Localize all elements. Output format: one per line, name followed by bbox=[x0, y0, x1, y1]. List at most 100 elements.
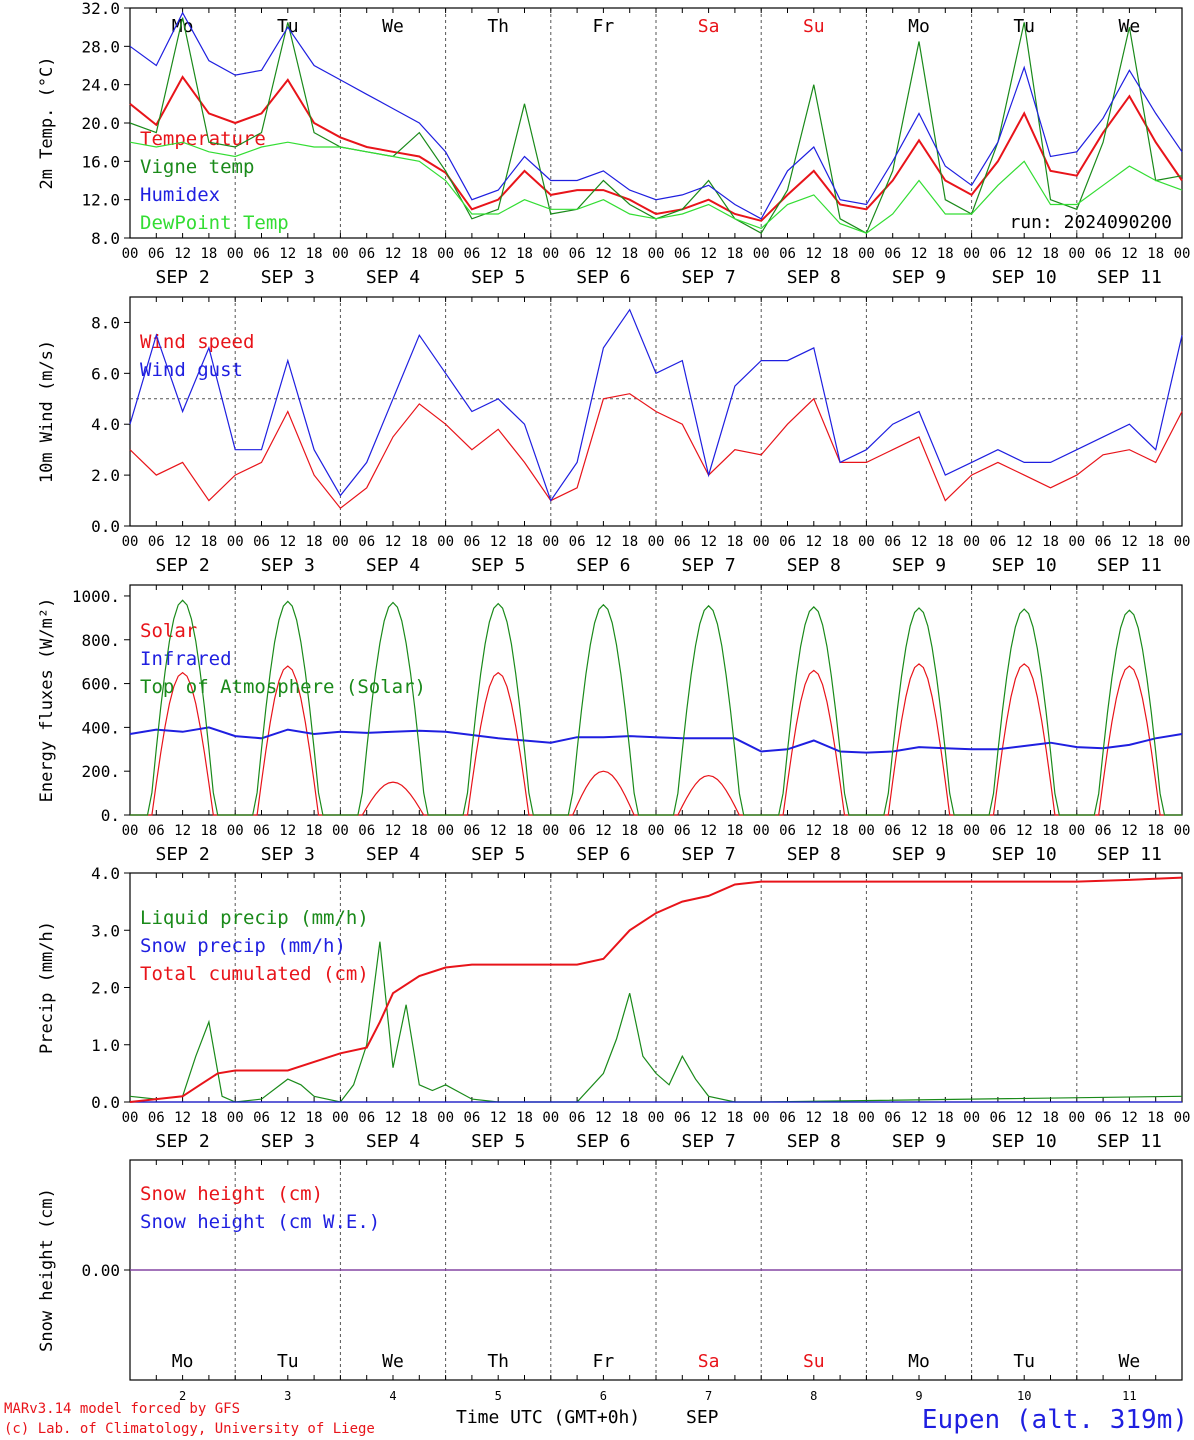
precip-date-label: SEP 11 bbox=[1097, 1131, 1162, 1152]
energy-y-tick-label: 400. bbox=[81, 718, 120, 737]
precip-hour-label: 18 bbox=[621, 1110, 638, 1126]
snow-weekday-label: We bbox=[382, 1351, 404, 1372]
precip-hour-label: 00 bbox=[542, 1110, 559, 1126]
energy-series-line bbox=[130, 599, 1182, 816]
precip-hour-label: 00 bbox=[858, 1110, 875, 1126]
energy-hour-label: 00 bbox=[1068, 823, 1085, 839]
temperature-hour-label: 12 bbox=[279, 246, 296, 262]
wind-hour-label: 18 bbox=[516, 534, 533, 550]
snow-weekday-label: Sa bbox=[698, 1351, 720, 1372]
temperature-y-tick-label: 16.0 bbox=[81, 152, 120, 171]
wind-hour-label: 12 bbox=[911, 534, 928, 550]
wind-hour-label: 12 bbox=[385, 534, 402, 550]
energy-legend-entry: Solar bbox=[140, 620, 197, 642]
wind-hour-label: 18 bbox=[1147, 534, 1164, 550]
temperature-y-axis-label: 2m Temp. (°C) bbox=[37, 56, 57, 189]
wind-date-label: SEP 3 bbox=[261, 555, 315, 576]
wind-hour-label: 06 bbox=[674, 534, 691, 550]
energy-hour-label: 06 bbox=[1095, 823, 1112, 839]
precip-date-label: SEP 7 bbox=[682, 1131, 736, 1152]
energy-hour-label: 12 bbox=[174, 823, 191, 839]
energy-hour-label: 18 bbox=[832, 823, 849, 839]
energy-series-line bbox=[129, 726, 1183, 754]
wind-hour-label: 18 bbox=[832, 534, 849, 550]
wind-date-label: SEP 8 bbox=[787, 555, 841, 576]
precip-hour-label: 12 bbox=[595, 1110, 612, 1126]
wind-hour-label: 00 bbox=[1174, 534, 1191, 550]
wind-legend-entry: Wind gust bbox=[140, 359, 243, 381]
energy-hour-label: 06 bbox=[253, 823, 270, 839]
energy-date-label: SEP 8 bbox=[787, 844, 841, 865]
temperature-hour-label: 18 bbox=[1042, 246, 1059, 262]
wind-hour-label: 12 bbox=[1016, 534, 1033, 550]
precip-date-label: SEP 9 bbox=[892, 1131, 946, 1152]
temperature-hour-label: 06 bbox=[253, 246, 270, 262]
precip-hour-label: 12 bbox=[279, 1110, 296, 1126]
temperature-date-label: SEP 8 bbox=[787, 267, 841, 288]
wind-hour-label: 12 bbox=[490, 534, 507, 550]
energy-hour-label: 18 bbox=[621, 823, 638, 839]
precip-y-tick-label: 0.0 bbox=[91, 1093, 120, 1112]
day-number-label: 10 bbox=[1017, 1389, 1031, 1403]
temperature-hour-label: 06 bbox=[1095, 246, 1112, 262]
temperature-y-tick-label: 32.0 bbox=[81, 0, 120, 18]
energy-hour-label: 06 bbox=[989, 823, 1006, 839]
energy-legend-entry: Infrared bbox=[140, 648, 232, 670]
panel-precip: 0.0 1.0 2.0 3.0 4.0 Precip (mm/h) 00 06 12 18 SEP … bbox=[37, 864, 1190, 1152]
temperature-hour-label: 06 bbox=[569, 246, 586, 262]
temperature-hour-label: 00 bbox=[227, 246, 244, 262]
precip-hour-label: 06 bbox=[779, 1110, 796, 1126]
energy-y-tick-label: 200. bbox=[81, 762, 120, 781]
day-number-label: 6 bbox=[600, 1389, 607, 1403]
temperature-hour-label: 18 bbox=[200, 246, 217, 262]
snow-weekday-label: Fr bbox=[593, 1351, 615, 1372]
day-number-label: 3 bbox=[284, 1389, 291, 1403]
temperature-hour-label: 06 bbox=[463, 246, 480, 262]
wind-series-line bbox=[129, 393, 1183, 510]
energy-y-tick-label: 0. bbox=[101, 806, 120, 825]
snow-legend-entry: Snow height (cm W.E.) bbox=[140, 1211, 380, 1233]
temperature-hour-label: 12 bbox=[174, 246, 191, 262]
energy-hour-label: 12 bbox=[1121, 823, 1138, 839]
energy-hour-label: 18 bbox=[937, 823, 954, 839]
temperature-hour-label: 18 bbox=[1147, 246, 1164, 262]
temperature-y-tick-label: 12.0 bbox=[81, 191, 120, 210]
temperature-series-line bbox=[129, 11, 1183, 220]
temperature-hour-label: 18 bbox=[937, 246, 954, 262]
day-number-label: 8 bbox=[810, 1389, 817, 1403]
energy-hour-label: 12 bbox=[805, 823, 822, 839]
precip-y-axis-label: Precip (mm/h) bbox=[37, 921, 57, 1054]
precip-hour-label: 18 bbox=[411, 1110, 428, 1126]
temperature-hour-label: 00 bbox=[753, 246, 770, 262]
temperature-hour-label: 00 bbox=[332, 246, 349, 262]
snow-weekday-label: Tu bbox=[277, 1351, 299, 1372]
wind-hour-label: 06 bbox=[253, 534, 270, 550]
temperature-date-label: SEP 4 bbox=[366, 267, 420, 288]
wind-hour-label: 12 bbox=[700, 534, 717, 550]
energy-date-label: SEP 2 bbox=[156, 844, 210, 865]
precip-hour-label: 00 bbox=[963, 1110, 980, 1126]
temperature-hour-label: 12 bbox=[595, 246, 612, 262]
temperature-date-label: SEP 11 bbox=[1097, 267, 1162, 288]
precip-hour-label: 18 bbox=[937, 1110, 954, 1126]
temperature-hour-label: 06 bbox=[674, 246, 691, 262]
energy-date-label: SEP 3 bbox=[261, 844, 315, 865]
precip-hour-label: 00 bbox=[332, 1110, 349, 1126]
temperature-date-label: SEP 2 bbox=[156, 267, 210, 288]
wind-hour-label: 18 bbox=[937, 534, 954, 550]
wind-hour-label: 00 bbox=[122, 534, 139, 550]
precip-hour-label: 06 bbox=[1095, 1110, 1112, 1126]
wind-hour-label: 00 bbox=[437, 534, 454, 550]
temperature-hour-label: 12 bbox=[700, 246, 717, 262]
energy-hour-label: 00 bbox=[542, 823, 559, 839]
wind-y-tick-label: 4.0 bbox=[91, 415, 120, 434]
precip-hour-label: 18 bbox=[1042, 1110, 1059, 1126]
temperature-hour-label: 00 bbox=[648, 246, 665, 262]
energy-hour-label: 12 bbox=[385, 823, 402, 839]
precip-hour-label: 12 bbox=[911, 1110, 928, 1126]
wind-hour-label: 18 bbox=[411, 534, 428, 550]
precip-hour-label: 00 bbox=[1068, 1110, 1085, 1126]
wind-hour-label: 06 bbox=[358, 534, 375, 550]
panel-wind: 0.0 2.0 4.0 6.0 8.0 10m Wind (m/s) 00 06 12 18 SEP… bbox=[37, 296, 1191, 576]
